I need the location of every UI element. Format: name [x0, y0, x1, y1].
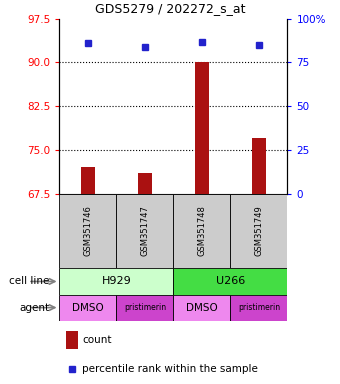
Bar: [116, 295, 173, 321]
Text: cell line: cell line: [9, 276, 49, 286]
Bar: [173, 295, 231, 321]
Text: GSM351749: GSM351749: [254, 205, 263, 257]
Text: GSM351747: GSM351747: [140, 205, 149, 257]
Bar: [59, 194, 116, 268]
Text: percentile rank within the sample: percentile rank within the sample: [82, 364, 258, 374]
Text: GDS5279 / 202272_s_at: GDS5279 / 202272_s_at: [95, 2, 245, 15]
Bar: [66, 331, 78, 349]
Text: U266: U266: [216, 276, 245, 286]
Bar: [59, 268, 173, 295]
Bar: [81, 167, 95, 194]
Bar: [252, 138, 266, 194]
Bar: [59, 295, 116, 321]
Text: DMSO: DMSO: [72, 303, 104, 313]
Text: DMSO: DMSO: [186, 303, 218, 313]
Text: GSM351746: GSM351746: [84, 205, 92, 257]
Bar: [138, 173, 152, 194]
Bar: [231, 194, 287, 268]
Text: count: count: [82, 335, 112, 346]
Bar: [195, 63, 209, 194]
Text: GSM351748: GSM351748: [198, 205, 206, 257]
Text: agent: agent: [19, 303, 49, 313]
Bar: [173, 194, 231, 268]
Text: pristimerin: pristimerin: [124, 303, 166, 312]
Text: H929: H929: [102, 276, 131, 286]
Bar: [231, 295, 287, 321]
Bar: [173, 268, 287, 295]
Bar: [116, 194, 173, 268]
Text: pristimerin: pristimerin: [238, 303, 280, 312]
